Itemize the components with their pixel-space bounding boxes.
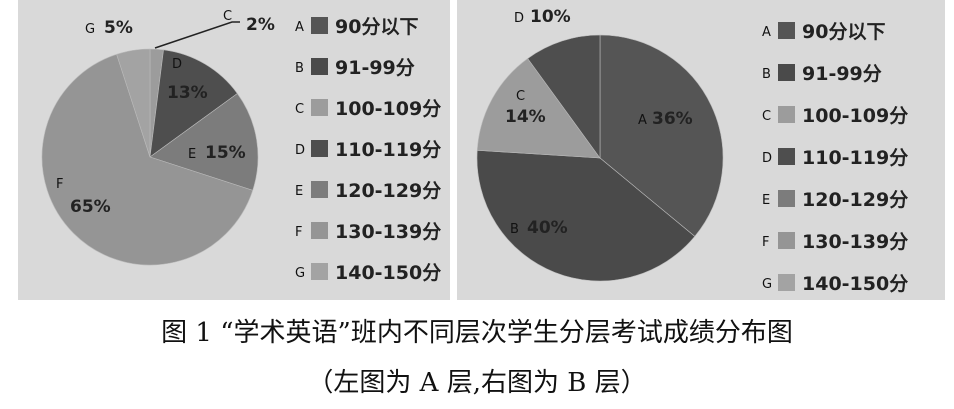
pie-slice-g (116, 48, 151, 158)
pie-charts: C 2% D 13% E 15% F 65% G 5% A 90分以下 B 91-99分 C 100-109分… (18, 0, 945, 300)
legend-swatch (311, 140, 328, 157)
legend-label: 110-119分 (802, 147, 908, 169)
slice-letter-a: A (638, 113, 647, 128)
legend-label: 100-109分 (802, 105, 908, 127)
legend-swatch (311, 17, 328, 34)
pie-slice-b (476, 149, 696, 282)
legend-swatch (778, 148, 795, 165)
legend-swatch (311, 181, 328, 198)
legend-label: 130-139分 (802, 231, 908, 253)
legend-label: 120-129分 (802, 189, 908, 211)
legend-letter-c: C (295, 102, 304, 117)
legend-label: 90分以下 (802, 21, 885, 43)
legend-letter-d: D (295, 143, 305, 158)
pie-slice-d (149, 49, 238, 158)
slice-percent-label: 13% (167, 83, 208, 103)
legend-label: 90分以下 (335, 16, 418, 38)
legend-letter-c: C (762, 109, 771, 124)
legend-swatch (778, 274, 795, 291)
legend-label: 140-150分 (802, 273, 908, 295)
slice-percent-label: 40% (527, 218, 568, 238)
slice-percent-label: 10% (530, 7, 571, 27)
slice-letter-b: B (510, 222, 519, 237)
legend-swatch (311, 99, 328, 116)
legend-label: 91-99分 (335, 57, 415, 79)
slice-percent-label: 15% (205, 143, 246, 163)
pie-slice-d (527, 34, 601, 159)
slice-percent-label: 36% (652, 109, 693, 129)
legend-letter-a: A (762, 25, 771, 40)
slice-letter-c: C (516, 89, 525, 104)
legend-label: 100-109分 (335, 98, 441, 120)
pie-slice-a (599, 34, 724, 237)
legend-swatch (778, 232, 795, 249)
legend-letter-b: B (762, 67, 771, 82)
legend-letter-g: G (762, 277, 772, 292)
slice-letter-d: D (514, 11, 524, 26)
legend-letter-e: E (295, 184, 303, 199)
slice-percent-label: 5% (104, 18, 133, 38)
slice-letter-f: F (56, 177, 63, 192)
legend-letter-g: G (295, 266, 305, 281)
pie-slice-f (41, 53, 254, 266)
slice-percent-label: 14% (505, 107, 546, 127)
legend-swatch (311, 222, 328, 239)
legend-label: 140-150分 (335, 262, 441, 284)
caption-line2: （左图为 A 层,右图为 B 层） (307, 368, 647, 398)
legend-letter-b: B (295, 61, 304, 76)
legend-swatch (778, 190, 795, 207)
legend-letter-d: D (762, 151, 772, 166)
caption-line1: 图 1 “学术英语”班内不同层次学生分层考试成绩分布图 (161, 318, 793, 348)
legend-letter-a: A (295, 20, 304, 35)
slice-letter-d: D (172, 57, 182, 72)
legend-label: 91-99分 (802, 63, 882, 85)
slice-letter-e: E (188, 147, 196, 162)
pie-slice-c (476, 58, 601, 159)
legend-letter-f: F (295, 225, 302, 240)
slice-letter-g: G (85, 22, 95, 37)
legend-swatch (778, 22, 795, 39)
legend-label: 110-119分 (335, 139, 441, 161)
legend-swatch (311, 58, 328, 75)
leader-line (154, 21, 240, 49)
slice-percent-label: 65% (70, 197, 111, 217)
legend-swatch (311, 263, 328, 280)
pie-slice-e (149, 93, 259, 191)
legend-label: 130-139分 (335, 221, 441, 243)
legend-swatch (778, 106, 795, 123)
legend-label: 120-129分 (335, 180, 441, 202)
legend-letter-e: E (762, 193, 770, 208)
slice-letter-c: C (223, 9, 232, 24)
legend-swatch (778, 64, 795, 81)
legend-letter-f: F (762, 235, 769, 250)
slice-percent-label: 2% (246, 15, 275, 35)
